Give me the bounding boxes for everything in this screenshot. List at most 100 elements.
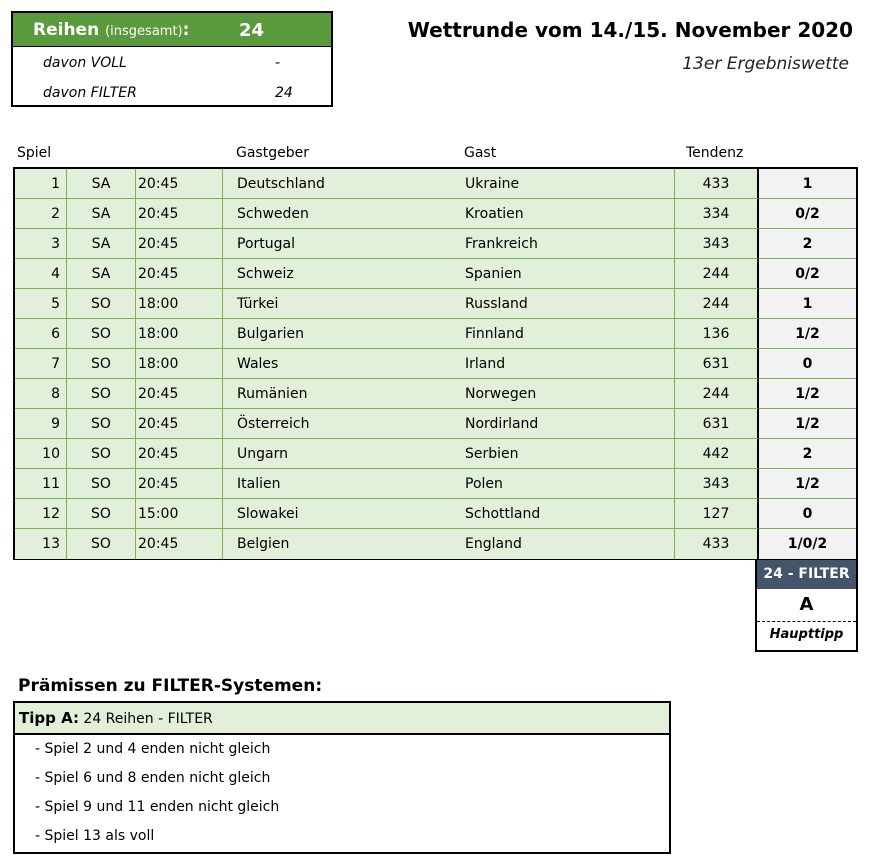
table-row: 12 SO 15:00 Slowakei Schottland 127 0: [15, 499, 856, 529]
match-home: Bulgarien: [237, 326, 304, 342]
match-time: 20:45: [136, 169, 223, 199]
match-away: Serbien: [465, 446, 519, 462]
match-away: Schottland: [465, 506, 541, 522]
match-tip: 0: [759, 499, 856, 529]
premise-item: - Spiel 6 und 8 enden nicht gleich: [35, 770, 271, 786]
match-teams: Rumänien Norwegen: [223, 379, 675, 409]
match-home: Rumänien: [237, 386, 308, 402]
match-number: 7: [15, 349, 67, 379]
table-row: 10 SO 20:45 Ungarn Serbien 442 2: [15, 439, 856, 469]
match-number: 10: [15, 439, 67, 469]
match-tendenz: 244: [675, 259, 759, 289]
match-tip: 1/0/2: [759, 529, 856, 559]
match-tip: 0/2: [759, 259, 856, 289]
match-away: Irland: [465, 356, 506, 372]
table-row: 2 SA 20:45 Schweden Kroatien 334 0/2: [15, 199, 856, 229]
match-time: 20:45: [136, 469, 223, 499]
match-day: SA: [67, 199, 136, 229]
match-day: SO: [67, 439, 136, 469]
table-row: 9 SO 20:45 Österreich Nordirland 631 1/2: [15, 409, 856, 439]
match-away: Russland: [465, 296, 528, 312]
match-day: SA: [67, 169, 136, 199]
match-tendenz: 244: [675, 289, 759, 319]
match-time: 20:45: [136, 439, 223, 469]
match-home: Wales: [237, 356, 279, 372]
filter-header: 24 - FILTER: [757, 560, 856, 589]
match-tendenz: 127: [675, 499, 759, 529]
match-time: 20:45: [136, 379, 223, 409]
summary-row-filter: davon FILTER 24: [43, 85, 293, 101]
filter-note: Haupttipp: [769, 627, 844, 642]
summary-total: 24: [239, 20, 265, 41]
match-number: 9: [15, 409, 67, 439]
match-away: Ukraine: [465, 176, 520, 192]
summary-label: Reihen (insgesamt):: [33, 20, 190, 40]
match-day: SO: [67, 379, 136, 409]
match-number: 5: [15, 289, 67, 319]
match-teams: Slowakei Schottland: [223, 499, 675, 529]
tipp-label: Tipp A:: [19, 709, 79, 727]
match-home: Österreich: [237, 416, 310, 432]
match-tip: 2: [759, 439, 856, 469]
match-tip: 1/2: [759, 409, 856, 439]
match-away: Nordirland: [465, 416, 539, 432]
match-time: 20:45: [136, 229, 223, 259]
match-teams: Bulgarien Finnland: [223, 319, 675, 349]
match-number: 6: [15, 319, 67, 349]
match-tip: 0: [759, 349, 856, 379]
col-header-tendenz: Tendenz: [686, 145, 744, 161]
match-teams: Schweiz Spanien: [223, 259, 675, 289]
match-away: Spanien: [465, 266, 522, 282]
match-number: 3: [15, 229, 67, 259]
match-time: 20:45: [136, 409, 223, 439]
match-time: 18:00: [136, 289, 223, 319]
premise-item: - Spiel 9 und 11 enden nicht gleich: [35, 799, 280, 815]
premises-box: Tipp A: 24 Reihen - FILTER - Spiel 2 und…: [13, 701, 671, 854]
match-day: SA: [67, 259, 136, 289]
filter-box: 24 - FILTER A Haupttipp: [755, 560, 858, 652]
match-number: 2: [15, 199, 67, 229]
match-home: Slowakei: [237, 506, 299, 522]
match-time: 18:00: [136, 319, 223, 349]
match-tendenz: 136: [675, 319, 759, 349]
match-number: 8: [15, 379, 67, 409]
premise-item: - Spiel 2 und 4 enden nicht gleich: [35, 741, 271, 757]
match-tip: 0/2: [759, 199, 856, 229]
table-row: 3 SA 20:45 Portugal Frankreich 343 2: [15, 229, 856, 259]
match-teams: Türkei Russland: [223, 289, 675, 319]
match-tendenz: 334: [675, 199, 759, 229]
match-teams: Italien Polen: [223, 469, 675, 499]
match-tip: 2: [759, 229, 856, 259]
match-home: Türkei: [237, 296, 279, 312]
col-header-gastgeber: Gastgeber: [236, 145, 309, 161]
page-title: Wettrunde vom 14./15. November 2020: [407, 18, 853, 42]
table-row: 13 SO 20:45 Belgien England 433 1/0/2: [15, 529, 856, 559]
match-home: Schweiz: [237, 266, 294, 282]
table-row: 6 SO 18:00 Bulgarien Finnland 136 1/2: [15, 319, 856, 349]
table-row: 4 SA 20:45 Schweiz Spanien 244 0/2: [15, 259, 856, 289]
match-teams: Deutschland Ukraine: [223, 169, 675, 199]
summary-box: Reihen (insgesamt): 24 davon VOLL - davo…: [11, 11, 333, 107]
table-row: 5 SO 18:00 Türkei Russland 244 1: [15, 289, 856, 319]
match-home: Ungarn: [237, 446, 288, 462]
match-tendenz: 343: [675, 229, 759, 259]
premises-title: Prämissen zu FILTER-Systemen:: [18, 676, 323, 696]
match-away: Norwegen: [465, 386, 537, 402]
match-home: Deutschland: [237, 176, 325, 192]
match-tip: 1/2: [759, 319, 856, 349]
match-number: 4: [15, 259, 67, 289]
table-row: 8 SO 20:45 Rumänien Norwegen 244 1/2: [15, 379, 856, 409]
match-teams: Belgien England: [223, 529, 675, 559]
match-tip: 1/2: [759, 379, 856, 409]
summary-header: Reihen (insgesamt): 24: [13, 13, 331, 47]
match-teams: Österreich Nordirland: [223, 409, 675, 439]
match-tendenz: 244: [675, 379, 759, 409]
match-tip: 1: [759, 169, 856, 199]
match-day: SA: [67, 229, 136, 259]
premises-header: Tipp A: 24 Reihen - FILTER: [15, 703, 669, 735]
match-tendenz: 433: [675, 529, 759, 559]
match-day: SO: [67, 529, 136, 559]
match-day: SO: [67, 289, 136, 319]
match-home: Italien: [237, 476, 281, 492]
col-header-spiel: Spiel: [17, 145, 52, 161]
